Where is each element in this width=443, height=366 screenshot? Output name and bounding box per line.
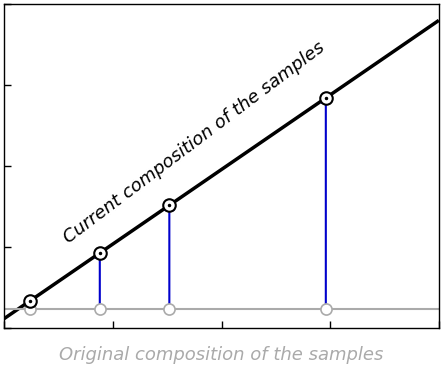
Text: Original composition of the samples: Original composition of the samples — [59, 346, 384, 364]
Text: Current composition of the samples: Current composition of the samples — [60, 38, 328, 247]
